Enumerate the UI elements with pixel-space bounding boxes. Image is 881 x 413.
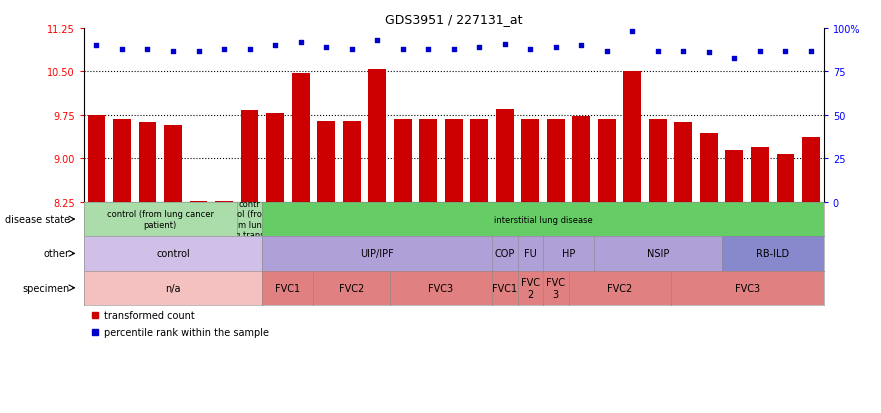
Point (396, 46, 410, 53)
Bar (470, 120, 488, 202)
Point (472, 45, 486, 51)
Bar (215, 201, 233, 202)
Text: transformed count: transformed count (105, 311, 196, 320)
Text: interstitial lung disease: interstitial lung disease (493, 215, 592, 224)
Bar (573, 117, 590, 202)
Point (115, 46, 129, 53)
Text: COP: COP (494, 249, 515, 259)
Bar (87, 116, 106, 202)
Point (89, 43, 103, 50)
Text: control: control (156, 249, 190, 259)
Point (523, 46, 537, 53)
Point (702, 50, 716, 57)
Bar (113, 120, 131, 202)
Point (753, 48, 767, 55)
Bar (241, 111, 258, 202)
Text: contr
ol (fro
m lun
g trans: contr ol (fro m lun g trans (234, 199, 264, 240)
Bar (522, 120, 539, 202)
Text: FVC3: FVC3 (735, 283, 759, 293)
Point (804, 48, 818, 55)
Bar (598, 120, 616, 202)
Text: FVC
2: FVC 2 (521, 277, 540, 299)
Text: FVC3: FVC3 (428, 283, 454, 293)
Text: percentile rank within the sample: percentile rank within the sample (105, 327, 270, 337)
Point (344, 46, 359, 53)
Bar (292, 74, 309, 202)
Text: RB-ILD: RB-ILD (756, 249, 789, 259)
Point (191, 48, 205, 55)
Point (421, 46, 435, 53)
Text: FVC
3: FVC 3 (546, 277, 566, 299)
Bar (802, 138, 820, 202)
Point (728, 55, 742, 62)
Point (268, 43, 282, 50)
Bar (725, 150, 744, 202)
Bar (419, 120, 437, 202)
Point (370, 38, 384, 44)
Text: FVC1: FVC1 (275, 283, 300, 293)
Bar (189, 201, 207, 202)
Bar (751, 147, 769, 202)
Text: FVC1: FVC1 (492, 283, 517, 293)
Bar (624, 72, 641, 202)
Point (498, 41, 512, 48)
Bar (649, 120, 667, 202)
Text: specimen: specimen (23, 283, 70, 293)
Text: disease state: disease state (4, 214, 70, 225)
Point (319, 45, 333, 51)
Bar (496, 109, 514, 202)
Text: UIP/IPF: UIP/IPF (360, 249, 394, 259)
Text: FVC2: FVC2 (339, 283, 364, 293)
Bar (317, 121, 335, 202)
Text: n/a: n/a (166, 283, 181, 293)
Text: HP: HP (562, 249, 575, 259)
Text: other: other (44, 249, 70, 259)
Text: NSIP: NSIP (647, 249, 669, 259)
Bar (675, 123, 692, 202)
Point (651, 48, 665, 55)
Point (242, 46, 256, 53)
Point (140, 46, 154, 53)
Point (293, 40, 307, 46)
Text: FVC2: FVC2 (607, 283, 633, 293)
Bar (547, 120, 565, 202)
Point (677, 48, 691, 55)
Bar (445, 120, 463, 202)
Bar (164, 126, 182, 202)
Point (626, 29, 640, 36)
Title: GDS3951 / 227131_at: GDS3951 / 227131_at (385, 13, 522, 26)
Bar (266, 114, 284, 202)
Point (549, 45, 563, 51)
Text: control (from lung cancer
patient): control (from lung cancer patient) (107, 210, 214, 229)
Point (217, 46, 231, 53)
Point (600, 48, 614, 55)
Point (166, 48, 180, 55)
Bar (343, 121, 360, 202)
Bar (138, 123, 157, 202)
Bar (394, 120, 411, 202)
Text: FU: FU (524, 249, 537, 259)
Bar (776, 155, 795, 202)
Bar (368, 69, 386, 202)
Point (779, 48, 793, 55)
Point (574, 43, 589, 50)
Point (447, 46, 461, 53)
Bar (700, 133, 718, 202)
